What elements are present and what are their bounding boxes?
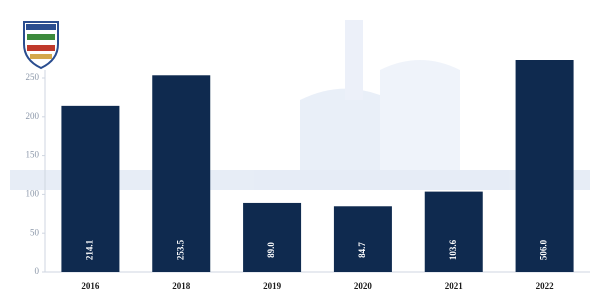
x-tick-label: 2020 bbox=[354, 281, 373, 291]
value-label: 253.5 bbox=[175, 239, 185, 260]
y-tick-label: 50 bbox=[30, 227, 40, 237]
y-tick-label: 0 bbox=[35, 266, 40, 276]
page: 0 50 100 150 200 250 2016 214.1 2018 253.5 2019 89.… bbox=[0, 0, 602, 298]
y-tick-label: 250 bbox=[26, 72, 40, 82]
value-label: 506.0 bbox=[539, 239, 549, 260]
value-label: 84.7 bbox=[357, 242, 367, 258]
bar bbox=[334, 206, 392, 272]
x-tick-label: 2016 bbox=[81, 281, 100, 291]
value-label: 89.0 bbox=[266, 242, 276, 258]
y-tick-label: 200 bbox=[26, 111, 40, 121]
x-tick-label: 2019 bbox=[263, 281, 282, 291]
x-tick-label: 2018 bbox=[172, 281, 191, 291]
chart: 0 50 100 150 200 250 2016 214.1 2018 253.5 2019 89.… bbox=[0, 0, 602, 298]
value-label: 103.6 bbox=[448, 239, 458, 260]
bar bbox=[243, 203, 301, 272]
y-tick-label: 150 bbox=[26, 150, 40, 160]
y-tick-label: 100 bbox=[26, 188, 40, 198]
x-tick-label: 2022 bbox=[536, 281, 555, 291]
x-tick-label: 2021 bbox=[445, 281, 464, 291]
value-label: 214.1 bbox=[84, 239, 94, 260]
